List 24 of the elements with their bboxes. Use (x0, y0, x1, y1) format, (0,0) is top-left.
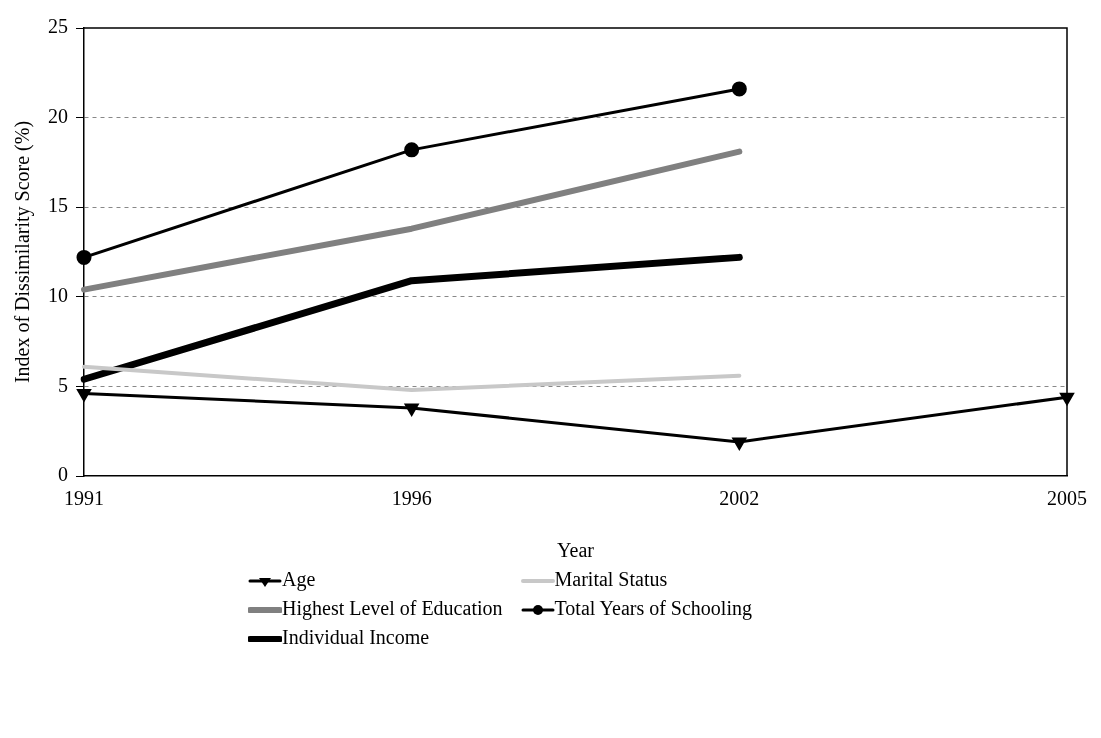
legend-label: Individual Income (282, 626, 430, 648)
legend-label: Age (282, 568, 316, 590)
point (404, 403, 419, 416)
legend-label: Highest Level of Education (282, 597, 503, 619)
point (731, 81, 747, 97)
point (76, 249, 92, 265)
y-tick-label: 20 (48, 104, 68, 127)
y-tick-label: 0 (58, 463, 68, 486)
legend-label: Marital Status (554, 568, 668, 590)
x-tick-label: 1996 (391, 487, 432, 510)
y-tick-label: 15 (48, 194, 68, 217)
x-tick-label: 2002 (719, 487, 760, 510)
legend-label: Total Years of Schooling (554, 597, 752, 619)
point (404, 142, 420, 158)
point (732, 437, 747, 450)
x-tick-label: 1991 (64, 487, 104, 510)
x-tick-label: 2005 (1047, 487, 1087, 510)
x-axis-title: Year (557, 539, 595, 562)
y-tick-label: 5 (58, 373, 68, 396)
y-tick-label: 10 (48, 284, 68, 307)
point (77, 389, 91, 402)
y-axis-title: Index of Dissimilarity Score (%) (11, 120, 35, 384)
point (1060, 392, 1074, 405)
y-tick-label: 25 (48, 15, 68, 38)
